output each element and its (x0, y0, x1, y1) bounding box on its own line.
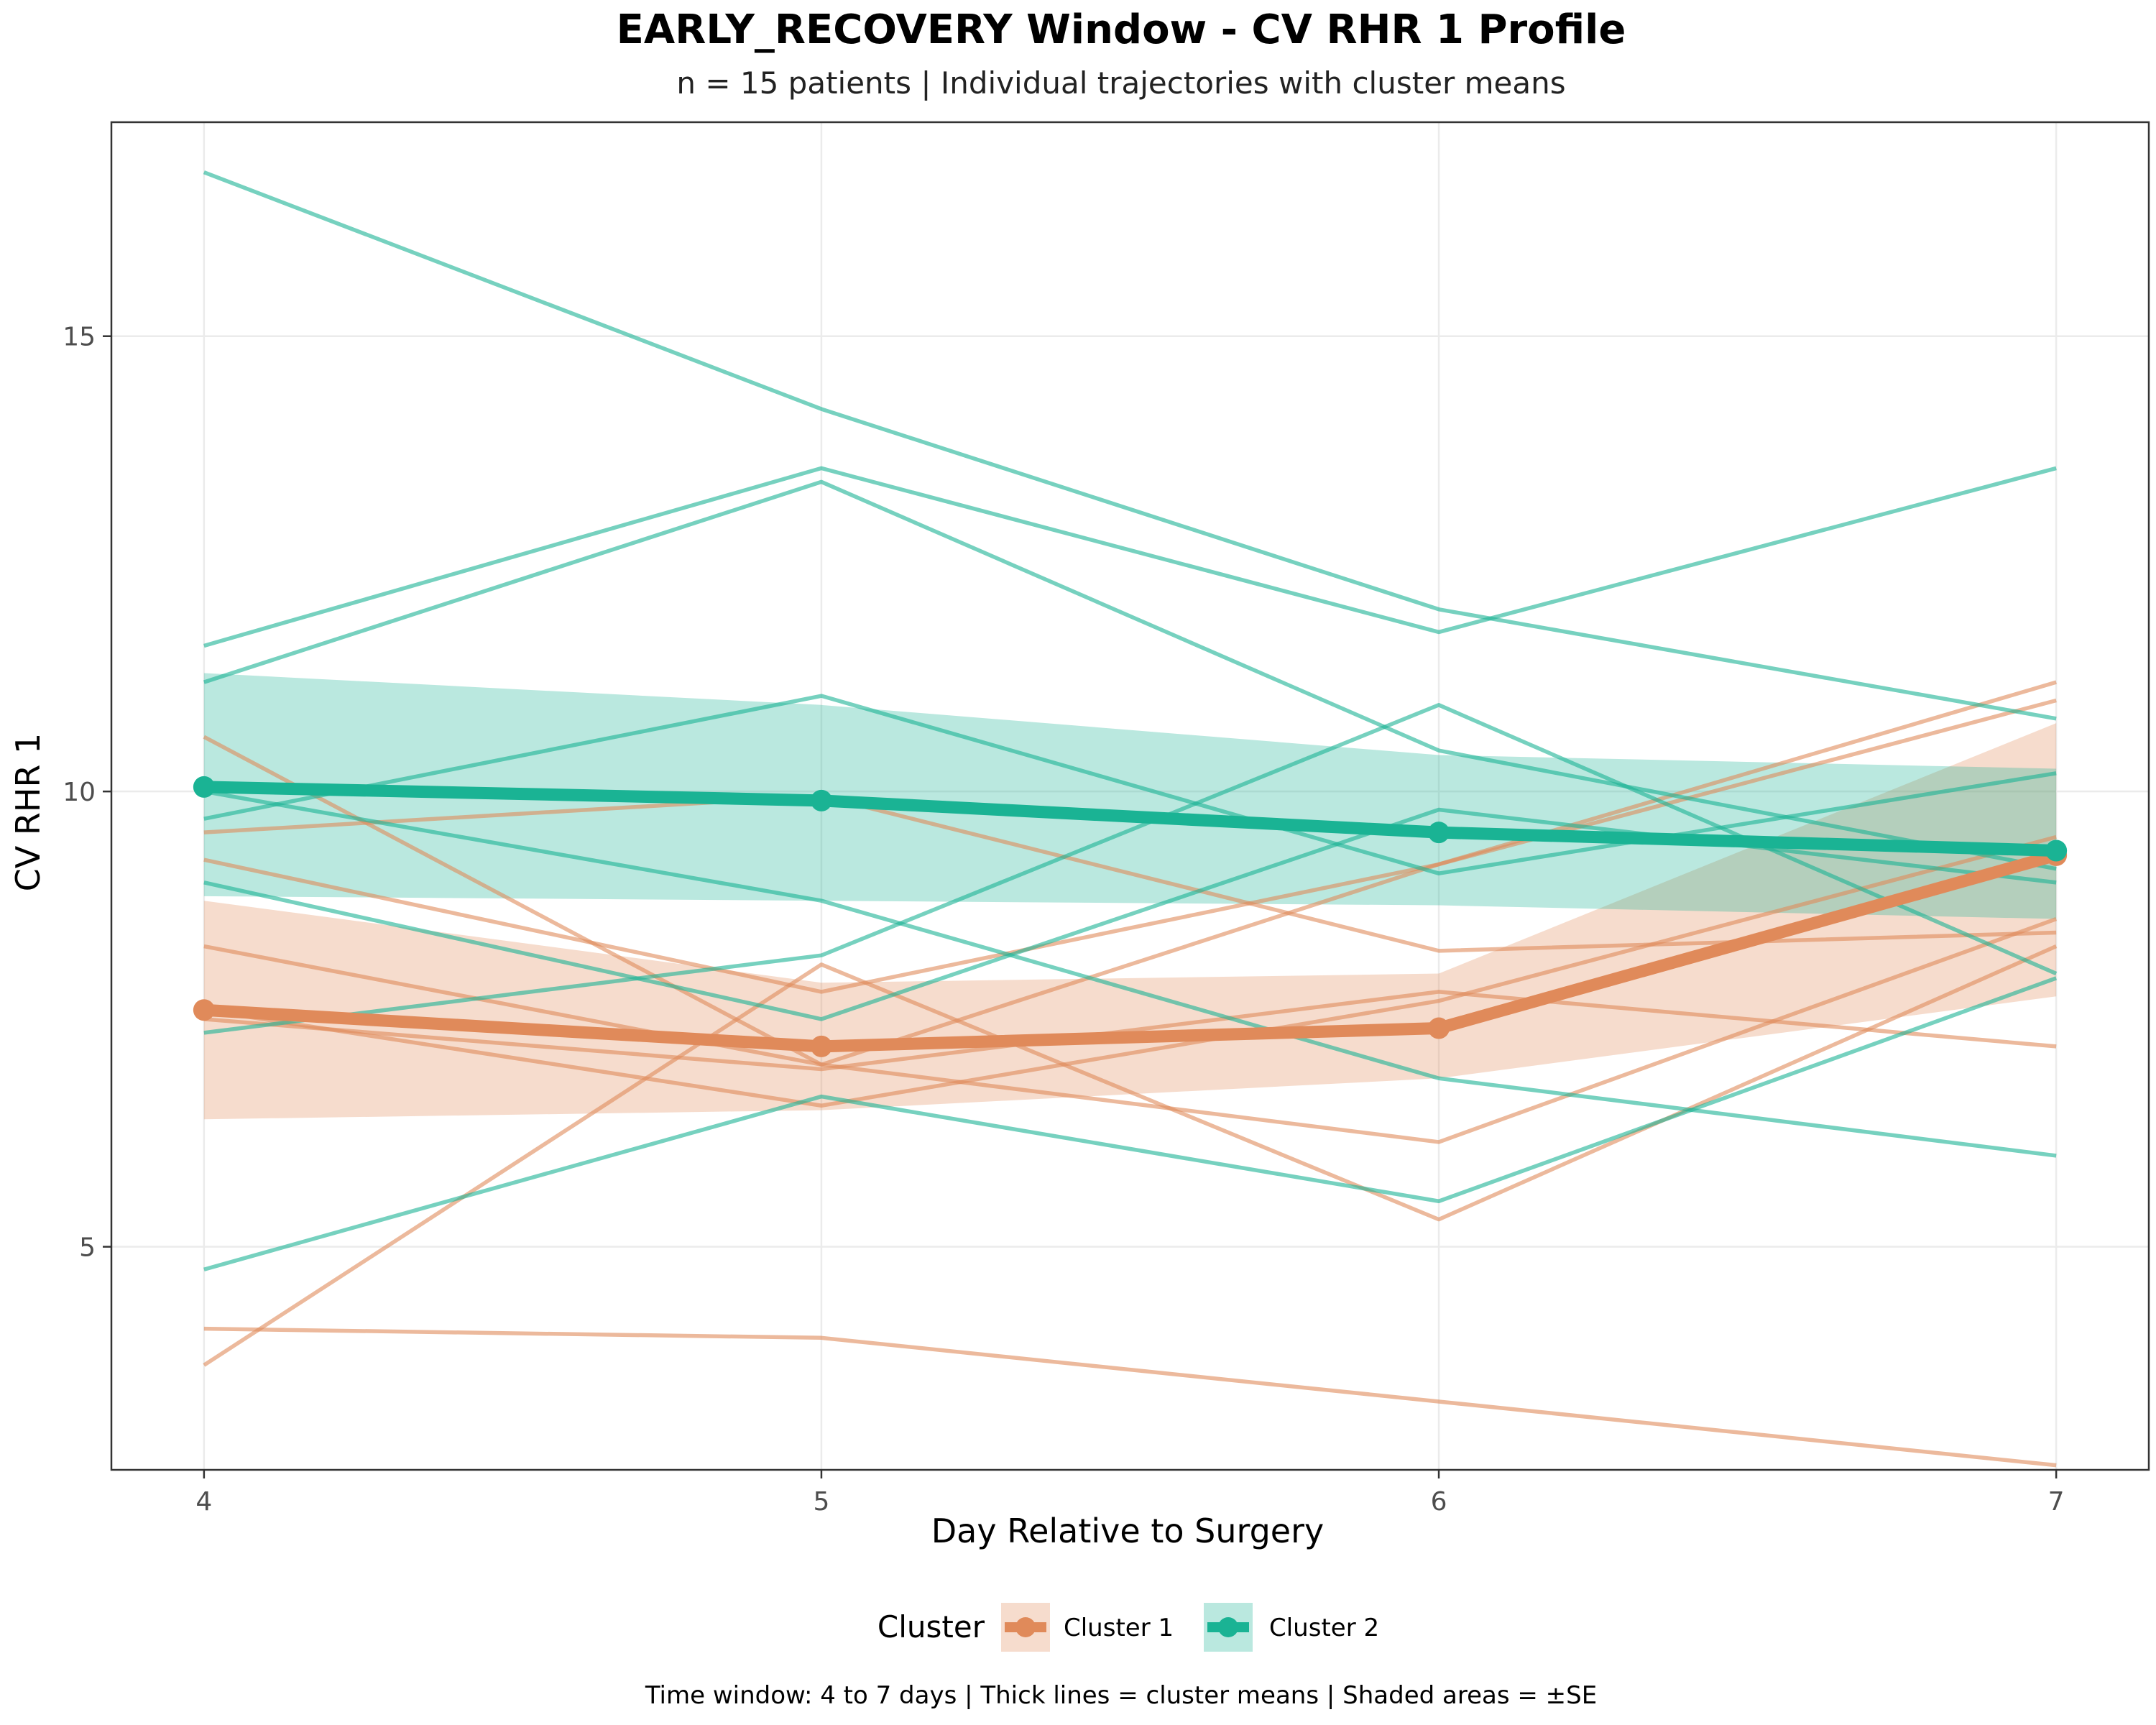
x-axis-title: Day Relative to Surgery (931, 1512, 1324, 1550)
y-tick-label: 5 (79, 1233, 96, 1263)
legend-label-cluster-2: Cluster 2 (1269, 1614, 1379, 1642)
x-tick-label: 5 (814, 1487, 830, 1517)
legend-label-cluster-1: Cluster 1 (1064, 1614, 1174, 1642)
cluster-2-mean-point (2045, 840, 2067, 862)
y-tick-label: 10 (63, 778, 96, 807)
legend-key-cluster-1-marker (1015, 1617, 1036, 1637)
cluster-1-mean-point (811, 1036, 832, 1057)
x-tick-label: 4 (195, 1487, 212, 1517)
cluster-2-mean-point (193, 776, 215, 798)
chart-caption: Time window: 4 to 7 days | Thick lines =… (645, 1681, 1597, 1710)
chart-subtitle: n = 15 patients | Individual trajectorie… (676, 65, 1565, 101)
cluster-1-mean-point (193, 999, 215, 1021)
cluster-2-mean-point (1428, 822, 1450, 843)
cluster-2-mean-point (811, 790, 832, 811)
y-tick-label: 15 (63, 323, 96, 352)
y-axis-title: CV RHR 1 (9, 733, 47, 892)
cluster-1-mean-point (1428, 1018, 1450, 1039)
x-tick-label: 6 (1431, 1487, 1447, 1517)
chart-title: EARLY_RECOVERY Window - CV RHR 1 Profile (617, 6, 1626, 53)
legend-key-cluster-2-marker (1218, 1617, 1238, 1637)
legend-title: Cluster (877, 1609, 985, 1644)
x-tick-label: 7 (2048, 1487, 2065, 1517)
